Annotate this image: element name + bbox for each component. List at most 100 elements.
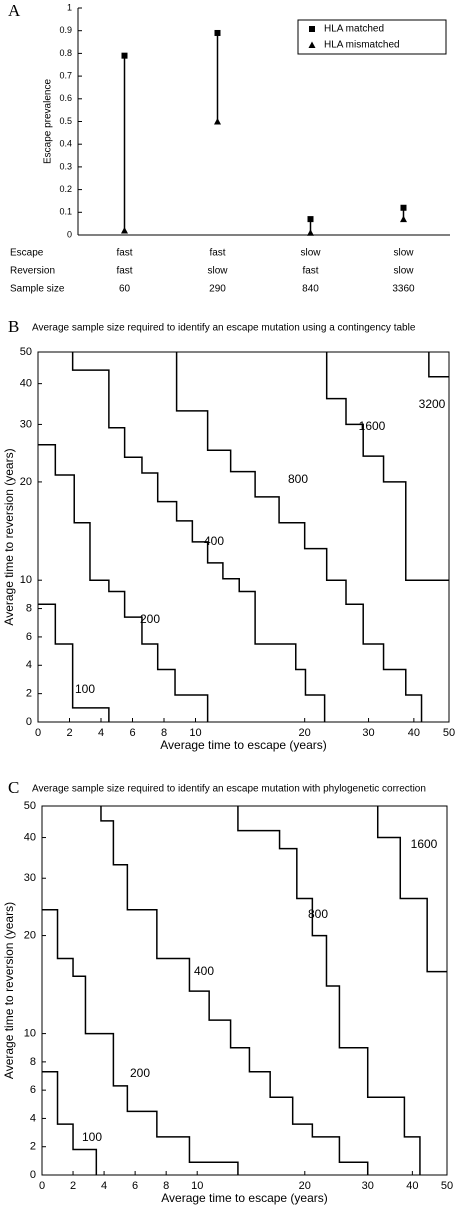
cell: 290 — [209, 284, 226, 295]
y-tick-label: 20 — [20, 476, 32, 488]
contour-line — [428, 352, 449, 378]
contour-label: 200 — [140, 612, 160, 626]
point — [214, 118, 221, 125]
x-tick-label: 40 — [408, 727, 420, 739]
y-tick-label: 0.8 — [59, 48, 72, 58]
x-axis-label: Average time to escape (years) — [160, 738, 327, 752]
y-tick-label: 8 — [30, 1056, 36, 1068]
x-tick-label: 4 — [98, 727, 104, 739]
contour-line — [42, 1071, 98, 1175]
point — [121, 226, 128, 234]
contour-label: 3200 — [419, 397, 446, 411]
y-tick-label: 2 — [30, 1141, 36, 1153]
x-tick-label: 30 — [362, 727, 374, 739]
y-tick-label: 20 — [24, 929, 36, 941]
y-tick-label: 30 — [20, 418, 32, 430]
x-tick-label: 6 — [129, 727, 135, 739]
y-tick-label: 0 — [67, 229, 72, 239]
row-label: Sample size — [10, 284, 65, 295]
y-tick-label: 0.1 — [59, 207, 72, 217]
x-tick-label: 20 — [299, 727, 311, 739]
contour-label: 400 — [194, 964, 214, 978]
cell: slow — [393, 248, 414, 259]
cell: slow — [300, 248, 321, 259]
x-tick-label: 10 — [189, 727, 201, 739]
x-tick-label: 20 — [299, 1180, 311, 1192]
cell: fast — [302, 266, 318, 277]
legend-label: HLA matched — [324, 24, 384, 35]
contour-line — [237, 806, 421, 1175]
y-tick-label: 10 — [24, 1027, 36, 1039]
cell: 60 — [119, 284, 131, 295]
y-tick-label: 0 — [30, 1169, 36, 1181]
panel-label: A — [8, 1, 21, 20]
x-tick-label: 40 — [406, 1180, 418, 1192]
cell: 840 — [302, 284, 319, 295]
x-tick-label: 8 — [163, 1180, 169, 1192]
cell: 3360 — [392, 284, 415, 295]
plot-frame — [41, 805, 448, 1176]
x-tick-label: 50 — [441, 1180, 453, 1192]
contour-label: 100 — [82, 1130, 102, 1144]
y-tick-label: 1 — [67, 2, 72, 12]
y-tick-label: 40 — [20, 378, 32, 390]
contour-label: 1600 — [411, 837, 438, 851]
contour-line — [42, 909, 239, 1175]
x-tick-label: 8 — [161, 727, 167, 739]
x-tick-label: 10 — [191, 1180, 203, 1192]
x-tick-label: 2 — [66, 727, 72, 739]
row-label: Reversion — [10, 266, 55, 277]
cell: fast — [116, 266, 132, 277]
contour-label: 800 — [288, 472, 308, 486]
x-tick-label: 2 — [70, 1180, 76, 1192]
y-tick-label: 50 — [20, 346, 32, 358]
y-axis-label: Average time to reversion (years) — [2, 448, 16, 625]
contour-label: 400 — [204, 534, 224, 548]
point — [400, 204, 407, 211]
contour-line — [175, 352, 423, 722]
contour-line — [376, 806, 447, 973]
point — [307, 229, 314, 236]
panel-label: C — [8, 778, 19, 797]
cell: slow — [207, 266, 228, 277]
point — [307, 216, 314, 223]
y-tick-label: 0.2 — [59, 184, 72, 194]
y-tick-label: 4 — [30, 1112, 36, 1124]
y-tick-label: 6 — [30, 1084, 36, 1096]
contour-label: 100 — [75, 682, 95, 696]
y-tick-label: 0.7 — [59, 70, 72, 80]
y-tick-label: 0.5 — [59, 116, 72, 126]
point — [121, 52, 128, 59]
y-tick-label: 0.4 — [59, 139, 72, 149]
y-tick-label: 40 — [24, 831, 36, 843]
y-axis-label: Escape prevalence — [43, 79, 54, 164]
x-tick-label: 30 — [362, 1180, 374, 1192]
point — [400, 215, 407, 223]
x-tick-label: 6 — [132, 1180, 138, 1192]
contour-line — [71, 352, 326, 722]
y-tick-label: 0.6 — [59, 93, 72, 103]
x-tick-label: 0 — [35, 727, 41, 739]
contour-label: 800 — [308, 907, 328, 921]
y-tick-label: 6 — [26, 631, 32, 643]
y-tick-label: 0.9 — [59, 25, 72, 35]
point — [214, 29, 221, 36]
y-tick-label: 0 — [26, 716, 32, 728]
contour-line — [100, 806, 369, 1175]
legend-label: HLA mismatched — [324, 40, 400, 51]
legend-marker — [308, 41, 316, 48]
legend-marker — [309, 26, 315, 32]
y-axis-label: Average time to reversion (years) — [2, 902, 16, 1079]
cell: fast — [116, 248, 132, 259]
y-tick-label: 30 — [24, 872, 36, 884]
y-tick-label: 10 — [20, 574, 32, 586]
contour-line — [325, 352, 449, 581]
row-label: Escape — [10, 248, 44, 259]
contour-line — [38, 603, 110, 722]
y-tick-label: 50 — [24, 800, 36, 812]
contour-label: 1600 — [359, 419, 386, 433]
x-tick-label: 0 — [39, 1180, 45, 1192]
x-tick-label: 4 — [101, 1180, 107, 1192]
